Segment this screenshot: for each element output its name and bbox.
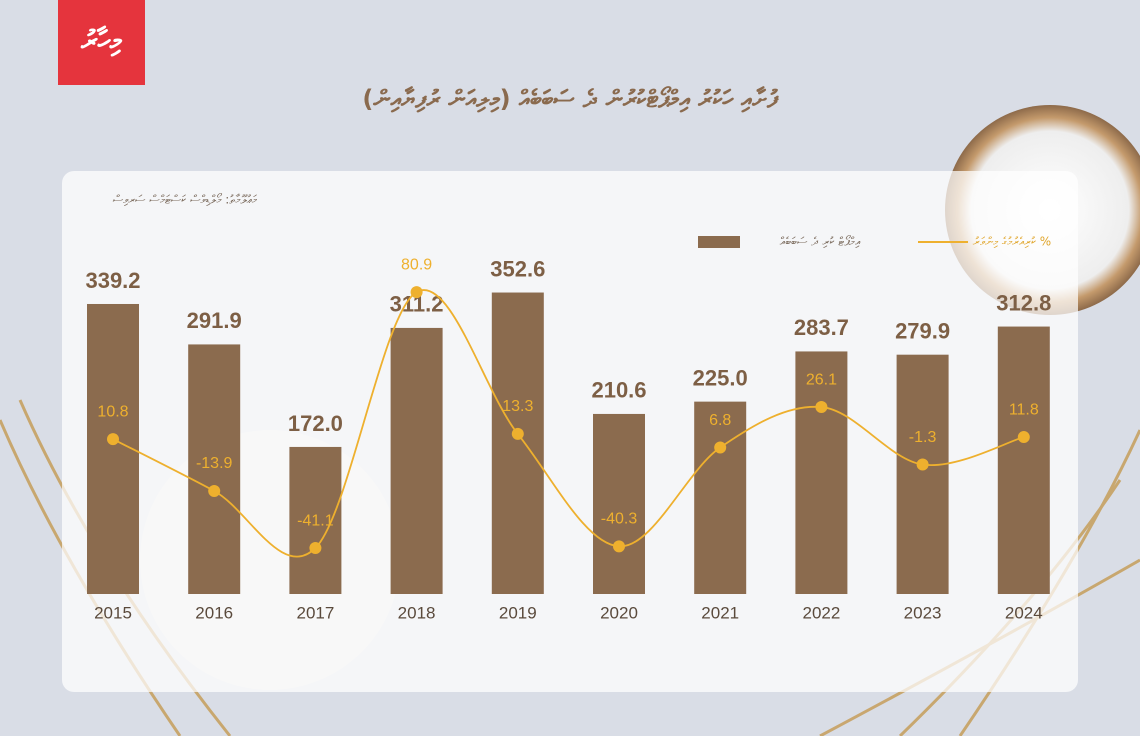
x-tick-label: 2023 xyxy=(904,603,942,622)
x-tick-label: 2019 xyxy=(499,603,537,622)
growth-point xyxy=(613,540,625,553)
bar-value-label: 283.7 xyxy=(794,315,849,340)
x-tick-label: 2015 xyxy=(94,603,132,622)
growth-line xyxy=(112,289,1025,558)
legend-swatch xyxy=(698,236,740,248)
x-tick-label: 2018 xyxy=(398,603,436,622)
bar xyxy=(390,327,443,594)
bar xyxy=(593,413,645,594)
bar-value-label: 279.9 xyxy=(895,318,950,343)
growth-value-label: 11.8 xyxy=(1009,401,1039,418)
growth-point xyxy=(815,401,828,414)
bar xyxy=(87,303,139,594)
growth-value-label: -13.9 xyxy=(196,455,233,472)
bar-value-label: 291.9 xyxy=(187,308,242,333)
legend-label: އިމްޕޯޓް ކުރި ދެ ސަބަބެއް xyxy=(780,235,861,249)
bar-value-label: 225.0 xyxy=(693,365,748,390)
growth-value-label: -40.3 xyxy=(601,511,638,528)
legend-label: ކުރިއެރުމުގެ މިންވަރު % xyxy=(973,235,1051,249)
bar-value-label: 312.8 xyxy=(996,290,1051,315)
x-tick-label: 2017 xyxy=(296,603,334,622)
bar xyxy=(694,401,747,594)
growth-value-label: 10.8 xyxy=(97,403,128,420)
x-tick-label: 2021 xyxy=(701,603,739,622)
growth-value-label: -41.1 xyxy=(297,512,334,529)
logo xyxy=(58,0,145,85)
x-tick-label: 2016 xyxy=(195,603,233,622)
x-tick-label: 2024 xyxy=(1005,603,1043,622)
logo-text: މިހާރު xyxy=(80,24,123,57)
bar xyxy=(997,326,1050,594)
growth-value-label: -1.3 xyxy=(909,429,937,446)
bar-value-label: 210.6 xyxy=(591,378,646,403)
growth-point xyxy=(208,484,221,497)
bar xyxy=(896,354,949,594)
growth-value-label: 80.9 xyxy=(401,256,432,273)
growth-point xyxy=(714,441,727,454)
bar xyxy=(491,292,544,594)
growth-point xyxy=(916,458,929,471)
growth-point xyxy=(107,433,119,446)
bar-value-label: 339.2 xyxy=(85,268,140,293)
growth-point xyxy=(410,286,423,299)
growth-point xyxy=(309,542,322,555)
bar-value-label: 352.6 xyxy=(490,256,545,281)
source-note: މަޢުލޫމާތު: މޯލްޑިވްސް ކަސްޓަމްސް ސަރވިސ… xyxy=(113,193,258,207)
x-tick-label: 2022 xyxy=(802,603,840,622)
growth-value-label: 13.3 xyxy=(502,398,533,415)
chart-title: ފުށާއި ހަކުރު އިމްޕޯޓްކުރުން ދެ ސަބަބެއް… xyxy=(362,85,779,113)
growth-point xyxy=(1017,431,1030,444)
growth-value-label: 6.8 xyxy=(709,412,731,429)
bar xyxy=(188,344,241,594)
bar-value-label: 172.0 xyxy=(288,411,343,436)
growth-value-label: 26.1 xyxy=(806,371,837,388)
growth-point xyxy=(511,427,524,440)
bar xyxy=(289,446,342,594)
x-tick-label: 2020 xyxy=(600,603,638,622)
bar xyxy=(795,351,848,594)
